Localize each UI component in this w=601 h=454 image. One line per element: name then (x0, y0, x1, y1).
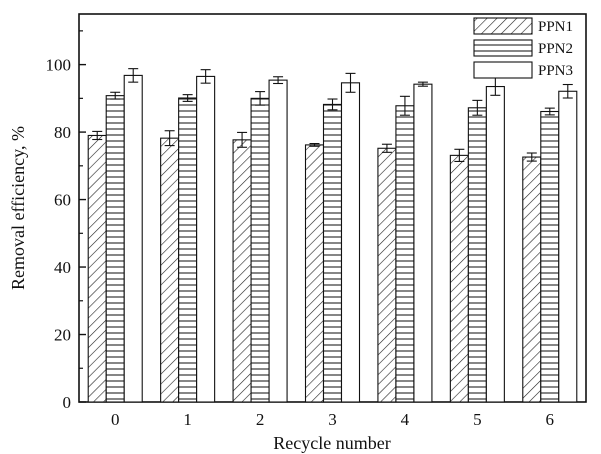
y-tick-label: 40 (54, 258, 71, 277)
bar-ppn1 (449, 154, 469, 403)
x-axis-title: Recycle number (273, 433, 390, 453)
bar-ppn1 (87, 134, 107, 403)
legend-swatch-ppn2 (473, 39, 533, 57)
legend-label: PPN1 (538, 19, 573, 35)
y-axis-title: Removal efficiency, % (8, 126, 28, 290)
bar-ppn3 (123, 74, 143, 403)
legend: PPN1 PPN2 PPN3 (473, 17, 573, 79)
bar-ppn2 (105, 95, 125, 403)
y-axis: 0 20 40 60 80 100 (46, 30, 86, 412)
bar-ppn1 (377, 147, 397, 403)
bar-ppn2 (540, 110, 560, 403)
bar-ppn3 (340, 82, 361, 403)
x-tick-label: 2 (256, 410, 265, 429)
x-tick-label: 4 (401, 410, 410, 429)
y-tick-label: 20 (54, 326, 71, 345)
bar-series-group (87, 68, 578, 403)
y-tick-label: 80 (54, 123, 71, 142)
bar-ppn3 (413, 83, 433, 403)
x-tick-label: 6 (546, 410, 555, 429)
bar-ppn3 (558, 90, 578, 403)
bar-ppn2 (467, 107, 487, 403)
y-tick-label: 60 (54, 191, 71, 210)
bar-ppn1 (522, 156, 542, 403)
x-tick-label: 5 (473, 410, 482, 429)
bar-ppn1 (304, 144, 325, 403)
bar-ppn1 (232, 139, 252, 403)
bar-ppn1 (160, 137, 180, 403)
legend-swatch-ppn1 (473, 17, 533, 35)
legend-label: PPN3 (538, 63, 573, 79)
x-tick-label: 3 (328, 410, 337, 429)
y-tick-label: 0 (63, 393, 72, 412)
bar-ppn2 (395, 105, 415, 403)
bar-ppn3 (196, 75, 216, 403)
legend-label: PPN2 (538, 41, 573, 57)
bar-ppn3 (268, 79, 288, 403)
legend-swatch-ppn3 (473, 61, 533, 79)
bar-ppn2 (250, 97, 270, 403)
x-tick-label: 1 (183, 410, 192, 429)
bar-ppn2 (322, 103, 343, 403)
bar-ppn2 (178, 97, 198, 403)
y-tick-label: 100 (46, 56, 72, 75)
x-tick-label: 0 (111, 410, 120, 429)
bar-ppn3 (485, 85, 505, 403)
